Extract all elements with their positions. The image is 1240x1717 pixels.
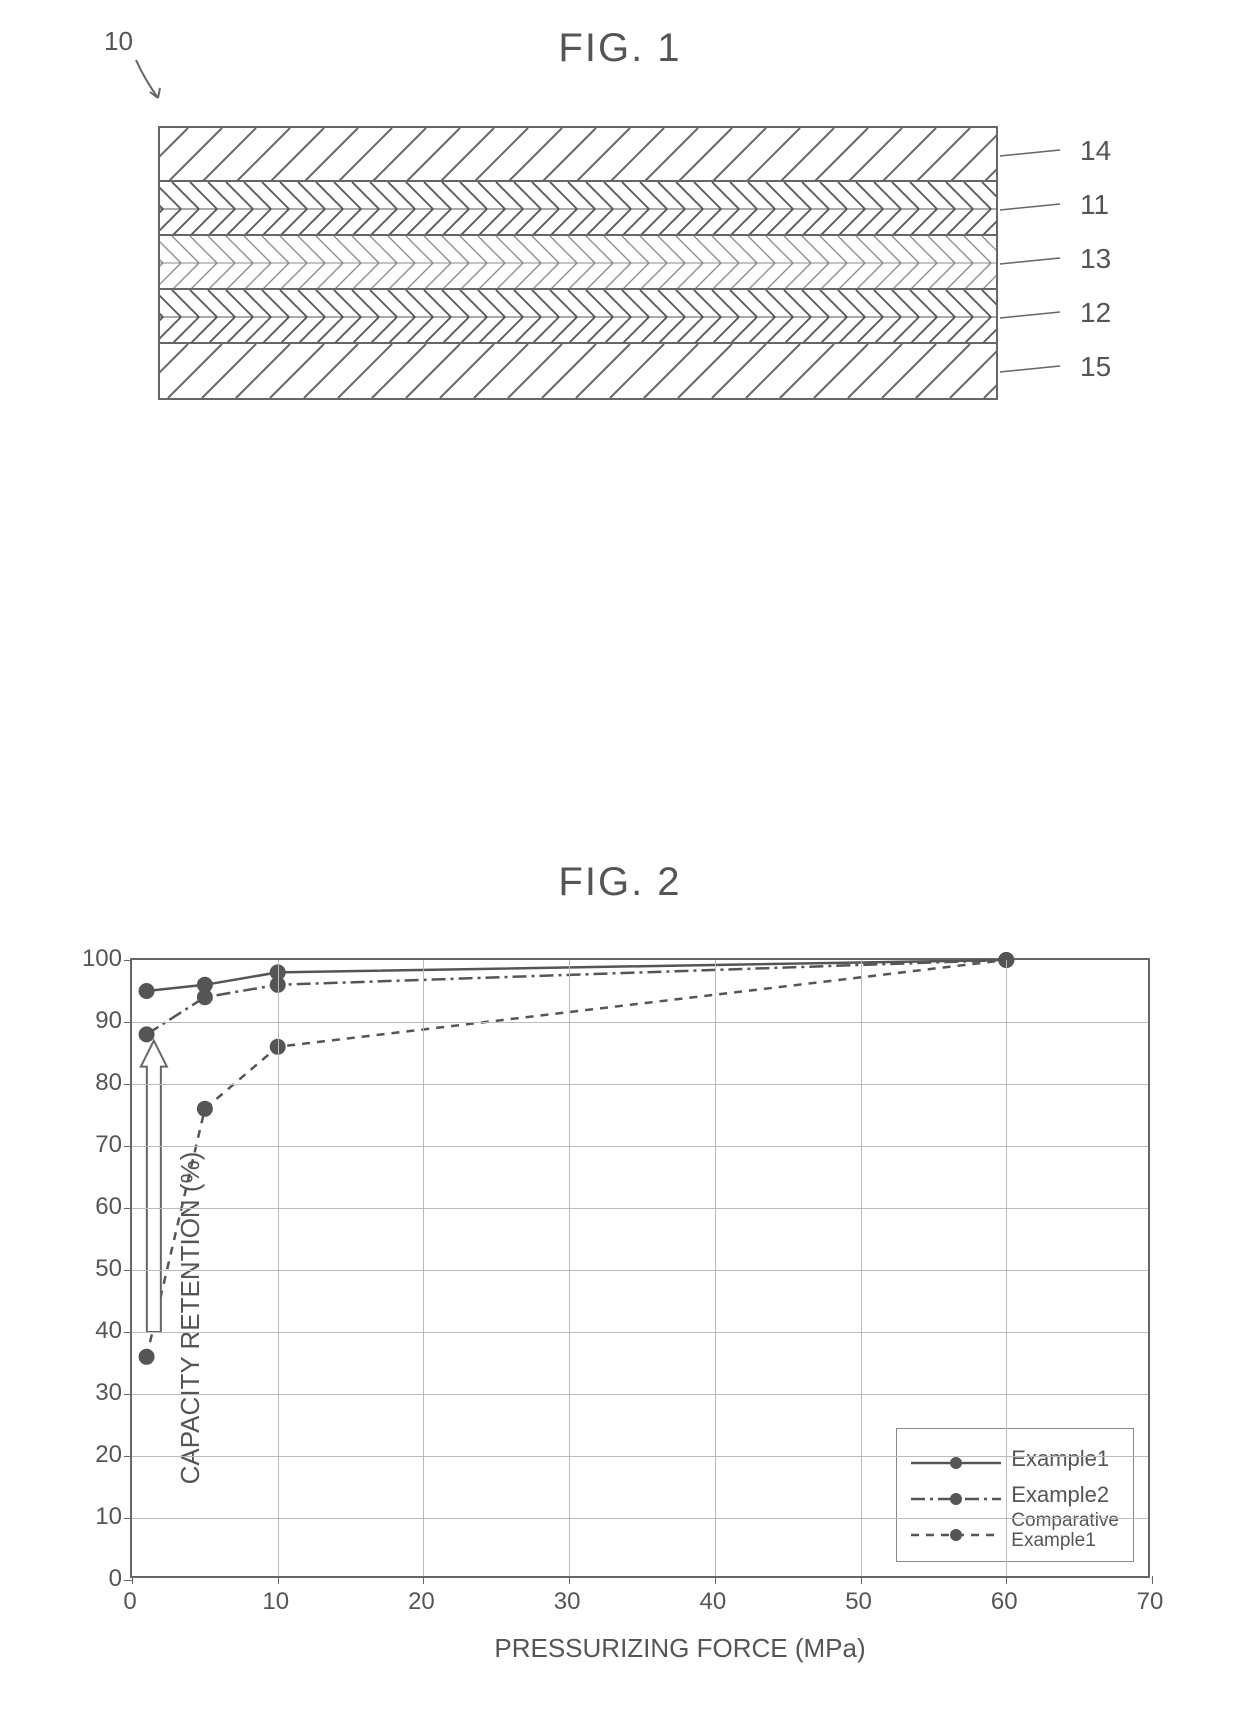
ytick-40: 40 [95, 1317, 122, 1345]
fig2-legend: Example1 Example2 ComparativeExample1 [896, 1428, 1134, 1562]
layer-label-11: 11 [1080, 189, 1109, 221]
series-point-2-0 [139, 1349, 155, 1365]
ytick-80: 80 [95, 1069, 122, 1097]
layer-leader-12 [1000, 313, 1070, 331]
ytick-30: 30 [95, 1379, 122, 1407]
layer-leader-15 [1000, 367, 1070, 385]
xtick-30: 30 [554, 1588, 581, 1616]
fig1-reference-number: 10 [104, 26, 133, 57]
layer-leader-13 [1000, 259, 1070, 277]
fig2-title: FIG. 2 [0, 860, 1240, 905]
series-point-0-0 [139, 983, 155, 999]
layer-12 [160, 290, 996, 344]
xtick-60: 60 [991, 1588, 1018, 1616]
ytick-70: 70 [95, 1131, 122, 1159]
fig2-plot-area: Example1 Example2 ComparativeExample1 [130, 958, 1150, 1578]
legend-row-0: Example1 [911, 1443, 1119, 1475]
layer-leader-11 [1000, 205, 1070, 223]
ytick-20: 20 [95, 1441, 122, 1469]
xtick-70: 70 [1137, 1588, 1164, 1616]
xtick-40: 40 [699, 1588, 726, 1616]
ytick-90: 90 [95, 1007, 122, 1035]
ytick-10: 10 [95, 1503, 122, 1531]
series-point-1-0 [139, 1026, 155, 1042]
fig1-layer-stack [158, 126, 998, 400]
layer-label-12: 12 [1080, 297, 1111, 329]
legend-swatch-1 [911, 1487, 1001, 1503]
legend-label-1: Example2 [1011, 1484, 1109, 1506]
legend-row-2: ComparativeExample1 [911, 1515, 1119, 1547]
ytick-60: 60 [95, 1193, 122, 1221]
xtick-50: 50 [845, 1588, 872, 1616]
series-point-1-1 [197, 989, 213, 1005]
legend-label-0: Example1 [1011, 1448, 1109, 1470]
layer-11 [160, 182, 996, 236]
layer-13 [160, 236, 996, 290]
xtick-20: 20 [408, 1588, 435, 1616]
legend-swatch-2 [911, 1523, 1001, 1539]
layer-label-13: 13 [1080, 243, 1111, 275]
xtick-10: 10 [262, 1588, 289, 1616]
layer-15 [160, 344, 996, 398]
ytick-0: 0 [109, 1565, 122, 1593]
xtick-0: 0 [123, 1588, 136, 1616]
fig1-container: FIG. 1 10 1411131215 [0, 26, 1240, 101]
layer-label-14: 14 [1080, 135, 1111, 167]
fig1-reference-arrow [130, 56, 170, 116]
series-point-2-1 [197, 1101, 213, 1117]
ytick-100: 100 [82, 945, 122, 973]
ytick-50: 50 [95, 1255, 122, 1283]
legend-row-1: Example2 [911, 1479, 1119, 1511]
layer-leader-14 [1000, 151, 1070, 169]
fig1-title: FIG. 1 [0, 26, 1240, 71]
fig2-xlabel: PRESSURIZING FORCE (MPa) [70, 1633, 1240, 1664]
fig2-chart: CAPACITY RETENTION (%) Example1Example2C… [10, 948, 1230, 1688]
layer-14 [160, 128, 996, 182]
layer-label-15: 15 [1080, 351, 1111, 383]
legend-swatch-0 [911, 1451, 1001, 1467]
fig2-container: FIG. 2 CAPACITY RETENTION (%) Example1Ex… [0, 860, 1240, 933]
series-line-2 [147, 960, 1007, 1357]
